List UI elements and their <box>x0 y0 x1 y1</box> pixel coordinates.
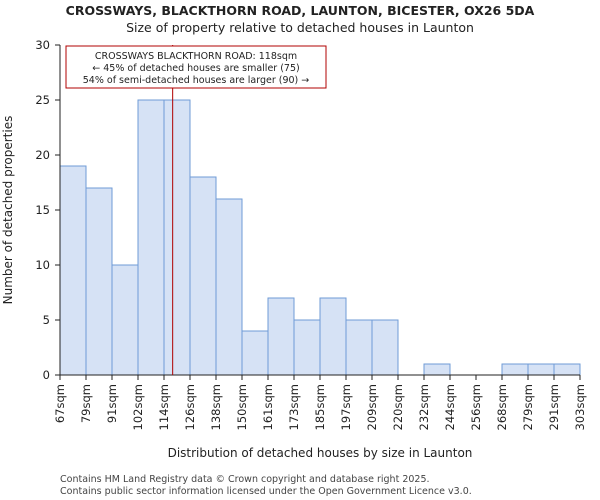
footer-line1: Contains HM Land Registry data © Crown c… <box>60 474 430 485</box>
y-axis-label: Number of detached properties <box>1 116 15 305</box>
x-tick-label: 102sqm <box>131 384 145 430</box>
bar-126sqm <box>189 176 217 376</box>
chart-title-line2: Size of property relative to detached ho… <box>126 20 474 35</box>
y-axis-ticks: 0 5 10 15 20 25 30 <box>35 38 60 382</box>
x-tick-label: 161sqm <box>261 384 275 430</box>
bar-268sqm <box>501 363 529 376</box>
bar-138sqm <box>215 198 243 376</box>
y-tick-label: 25 <box>35 93 50 107</box>
x-tick-label: 268sqm <box>495 384 509 430</box>
x-tick-label: 303sqm <box>573 384 587 430</box>
x-tick-label: 291sqm <box>547 384 561 430</box>
x-tick-label: 185sqm <box>313 384 327 430</box>
y-tick-label: 30 <box>35 38 50 52</box>
bar-102sqm <box>137 99 165 376</box>
chart-title-line1: CROSSWAYS, BLACKTHORN ROAD, LAUNTON, BIC… <box>66 3 535 18</box>
bar-197sqm <box>345 319 373 376</box>
annotation-line2: ← 45% of detached houses are smaller (75… <box>92 63 299 74</box>
y-tick-label: 15 <box>35 203 50 217</box>
bars-group <box>59 99 581 376</box>
bar-79sqm <box>85 187 113 376</box>
x-tick-label: 256sqm <box>469 384 483 430</box>
x-tick-label: 138sqm <box>209 384 223 430</box>
y-tick-label: 20 <box>35 148 50 162</box>
bar-209sqm <box>371 319 399 376</box>
x-tick-label: 197sqm <box>339 384 353 430</box>
bar-185sqm <box>319 297 347 376</box>
x-tick-label: 150sqm <box>235 384 249 430</box>
annotation-box <box>65 45 327 89</box>
footer-line2: Contains public sector information licen… <box>60 486 472 497</box>
x-tick-label: 114sqm <box>157 384 171 430</box>
x-tick-label: 91sqm <box>105 384 119 423</box>
bar-114sqm <box>163 99 191 376</box>
bar-232sqm <box>423 363 451 376</box>
bar-161sqm <box>267 297 295 376</box>
x-tick-label: 279sqm <box>521 384 535 430</box>
y-tick-label: 5 <box>43 313 50 327</box>
bar-173sqm <box>293 319 321 376</box>
x-tick-label: 232sqm <box>417 384 431 430</box>
y-tick-label: 10 <box>35 258 50 272</box>
x-tick-label: 67sqm <box>53 384 67 423</box>
bar-150sqm <box>241 330 269 376</box>
x-tick-label: 173sqm <box>287 384 301 430</box>
bar-279sqm <box>527 363 555 376</box>
annotation-line3: 54% of semi-detached houses are larger (… <box>83 75 310 86</box>
y-tick-label: 0 <box>43 368 50 382</box>
x-tick-label: 209sqm <box>365 384 379 430</box>
x-tick-label: 244sqm <box>443 384 457 430</box>
bar-67sqm <box>59 165 87 376</box>
x-axis-ticks: 67sqm 79sqm 91sqm 102sqm 114sqm 126sqm 138sqm 1… <box>53 375 587 430</box>
bar-291sqm <box>553 363 581 376</box>
annotation-line1: CROSSWAYS BLACKTHORN ROAD: 118sqm <box>95 51 297 62</box>
x-tick-label: 79sqm <box>79 384 93 423</box>
x-tick-label: 220sqm <box>391 384 405 430</box>
x-tick-label: 126sqm <box>183 384 197 430</box>
x-axis-label: Distribution of detached houses by size … <box>168 446 473 460</box>
bar-91sqm <box>111 264 139 376</box>
